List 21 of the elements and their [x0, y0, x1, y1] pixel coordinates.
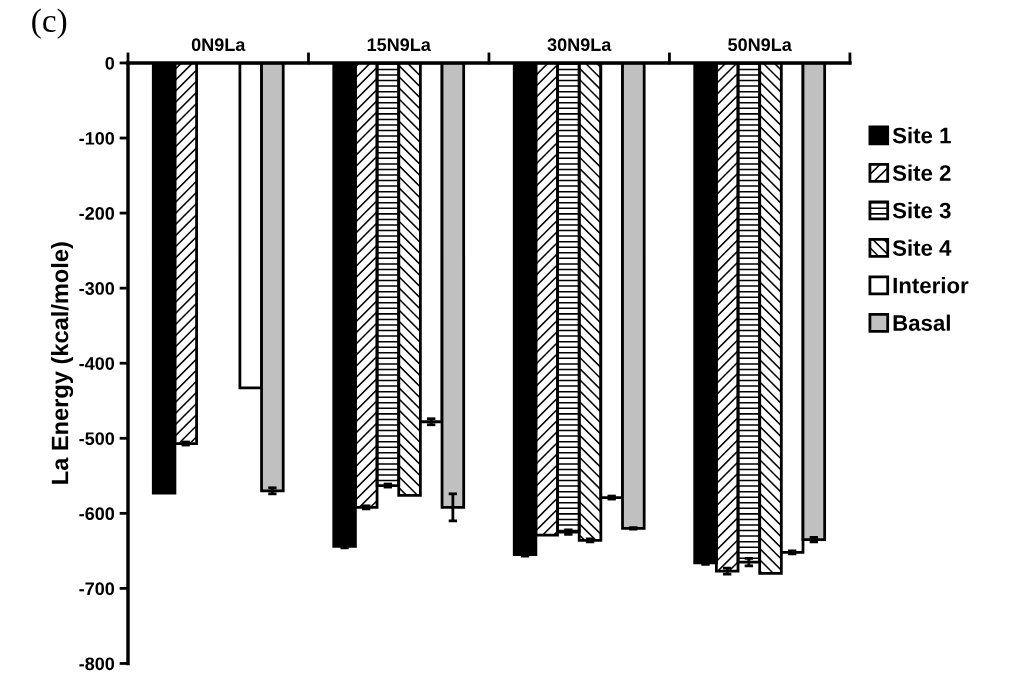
y-tick-label: -800 — [79, 657, 115, 671]
y-tick-label: -200 — [79, 207, 115, 220]
legend-label: Site 2 — [892, 164, 951, 181]
legend-label: Site 1 — [892, 127, 951, 144]
legend-label: Basal — [893, 314, 950, 331]
y-tick-label: -600 — [79, 507, 115, 521]
y-axis-title: La Energy (kcal/mole) — [51, 242, 74, 484]
y-tick-label: -100 — [79, 131, 115, 145]
y-tick-label: -700 — [79, 582, 115, 596]
y-tick-label: -500 — [79, 432, 115, 445]
legend-label: Interior — [893, 277, 969, 294]
y-tick-label: -400 — [79, 357, 115, 370]
x-tick-label: 15N9La — [367, 38, 431, 52]
x-tick-label: 30N9La — [547, 38, 612, 52]
legend-label: Site 4 — [892, 239, 952, 256]
y-tick-label: 0 — [105, 56, 115, 70]
x-tick-label: 50N9La — [728, 38, 792, 52]
legend-label: Site 3 — [892, 202, 951, 219]
x-tick-label: 0N9La — [191, 38, 246, 52]
y-tick-label: -300 — [79, 282, 115, 295]
chart-title: (c) — [32, 8, 67, 39]
